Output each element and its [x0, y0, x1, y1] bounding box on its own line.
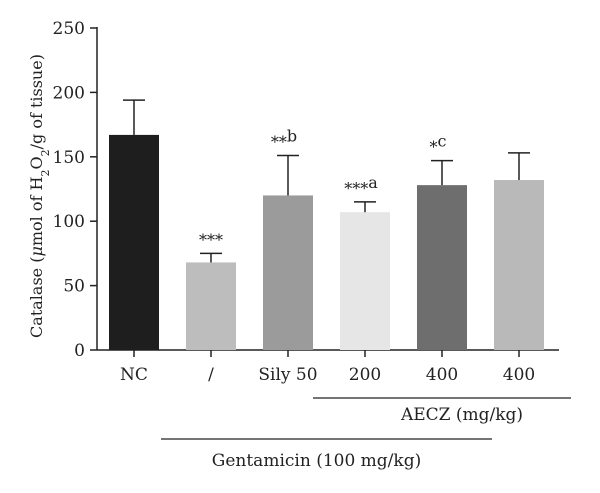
category-labels: NC / Sily 50 200 400 400: [120, 365, 535, 385]
category-label: /: [208, 365, 214, 385]
category-label: Sily 50: [258, 365, 317, 385]
significance-annotation: ***: [199, 230, 223, 249]
y-tick-label: 200: [53, 83, 85, 103]
group-label: AECZ (mg/kg): [400, 405, 523, 425]
y-tick-label: 50: [63, 277, 85, 297]
y-axis-label: Catalase (μmol of H2O2/g of tissue): [27, 54, 52, 338]
group-brackets: AECZ (mg/kg) Gentamicin (100 mg/kg): [161, 397, 571, 471]
category-label: 400: [426, 365, 458, 385]
bar: [186, 262, 236, 350]
y-tick-label: 250: [53, 19, 85, 39]
bar: [494, 179, 544, 350]
axes: 0 50 100 150 200 250: [53, 19, 559, 361]
category-label: NC: [120, 365, 148, 385]
bars: [109, 134, 544, 350]
bar: [417, 185, 467, 350]
significance-annotation: *c: [430, 132, 447, 157]
bar: [263, 195, 313, 350]
significance-annotation: ***a: [344, 173, 378, 198]
error-bars: [123, 99, 530, 263]
significance-annotation: **b: [271, 127, 297, 152]
group-label: Gentamicin (100 mg/kg): [212, 451, 421, 471]
significance-annotations: *** **b ***a *c: [199, 127, 447, 250]
y-tick-label: 150: [53, 148, 85, 168]
category-label: 200: [349, 365, 381, 385]
y-tick-label: 0: [74, 341, 85, 361]
y-tick-label: 100: [53, 212, 85, 232]
category-label: 400: [503, 365, 535, 385]
bar: [109, 134, 159, 350]
bar: [340, 212, 390, 350]
